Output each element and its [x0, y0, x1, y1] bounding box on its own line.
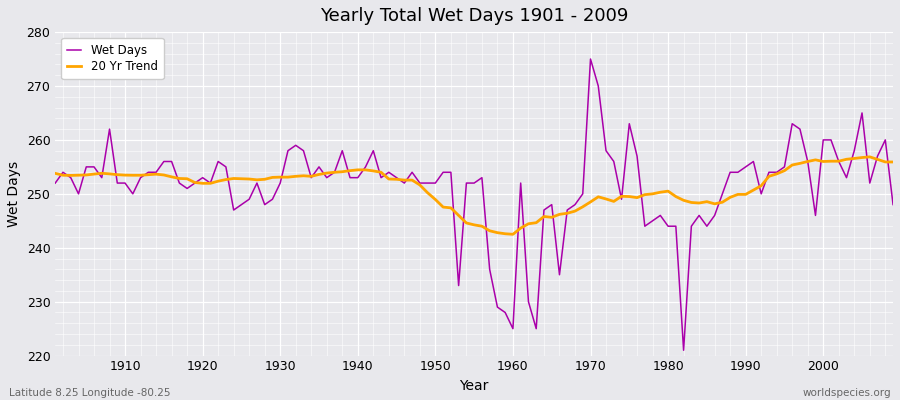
Wet Days	[50, 181, 60, 186]
Wet Days	[283, 148, 293, 153]
20 Yr Trend	[887, 160, 898, 164]
Wet Days	[112, 181, 122, 186]
20 Yr Trend	[516, 226, 526, 230]
Wet Days	[585, 57, 596, 62]
Wet Days	[329, 170, 340, 175]
Y-axis label: Wet Days: Wet Days	[7, 161, 21, 227]
Wet Days	[608, 159, 619, 164]
Wet Days	[679, 348, 689, 353]
Line: Wet Days: Wet Days	[55, 59, 893, 350]
20 Yr Trend	[50, 171, 60, 176]
Legend: Wet Days, 20 Yr Trend: Wet Days, 20 Yr Trend	[61, 38, 164, 79]
20 Yr Trend	[508, 232, 518, 237]
Text: worldspecies.org: worldspecies.org	[803, 388, 891, 398]
Wet Days	[500, 310, 510, 315]
Title: Yearly Total Wet Days 1901 - 2009: Yearly Total Wet Days 1901 - 2009	[320, 7, 628, 25]
Wet Days	[508, 326, 518, 331]
Text: Latitude 8.25 Longitude -80.25: Latitude 8.25 Longitude -80.25	[9, 388, 170, 398]
X-axis label: Year: Year	[460, 379, 489, 393]
Wet Days	[887, 202, 898, 207]
20 Yr Trend	[500, 231, 510, 236]
20 Yr Trend	[608, 199, 619, 204]
20 Yr Trend	[283, 175, 293, 180]
20 Yr Trend	[329, 170, 340, 175]
20 Yr Trend	[864, 154, 875, 159]
20 Yr Trend	[112, 172, 122, 177]
Line: 20 Yr Trend: 20 Yr Trend	[55, 157, 893, 234]
